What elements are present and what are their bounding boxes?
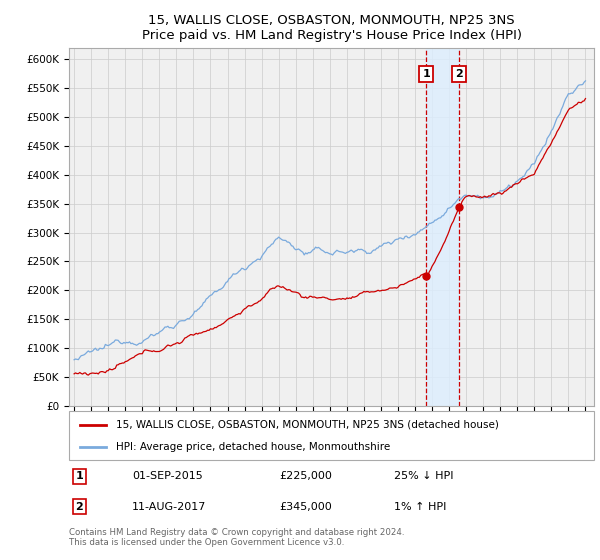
Text: 1: 1 xyxy=(76,472,83,482)
Title: 15, WALLIS CLOSE, OSBASTON, MONMOUTH, NP25 3NS
Price paid vs. HM Land Registry's: 15, WALLIS CLOSE, OSBASTON, MONMOUTH, NP… xyxy=(142,14,521,42)
Bar xyxy=(427,48,460,406)
Text: 01-SEP-2015: 01-SEP-2015 xyxy=(132,472,203,482)
Text: 2: 2 xyxy=(76,502,83,512)
Text: £225,000: £225,000 xyxy=(279,472,332,482)
Text: 11-AUG-2017: 11-AUG-2017 xyxy=(132,502,206,512)
Text: Contains HM Land Registry data © Crown copyright and database right 2024.
This d: Contains HM Land Registry data © Crown c… xyxy=(69,528,404,547)
Text: 1: 1 xyxy=(422,69,430,78)
Text: £345,000: £345,000 xyxy=(279,502,332,512)
Text: 15, WALLIS CLOSE, OSBASTON, MONMOUTH, NP25 3NS (detached house): 15, WALLIS CLOSE, OSBASTON, MONMOUTH, NP… xyxy=(116,420,499,430)
Text: HPI: Average price, detached house, Monmouthshire: HPI: Average price, detached house, Monm… xyxy=(116,441,391,451)
FancyBboxPatch shape xyxy=(69,411,594,460)
Text: 25% ↓ HPI: 25% ↓ HPI xyxy=(395,472,454,482)
Text: 2: 2 xyxy=(455,69,463,78)
Text: 1% ↑ HPI: 1% ↑ HPI xyxy=(395,502,447,512)
